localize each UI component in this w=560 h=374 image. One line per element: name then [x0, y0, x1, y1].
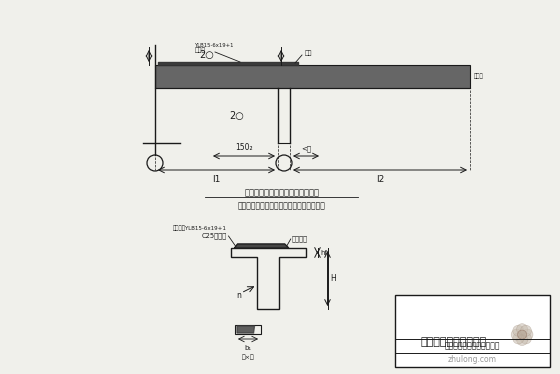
Bar — [235, 325, 261, 334]
Circle shape — [517, 330, 526, 339]
Text: C25混凝土: C25混凝土 — [202, 233, 226, 239]
Text: 2○: 2○ — [199, 50, 214, 60]
Text: H: H — [330, 274, 336, 283]
Text: n: n — [236, 291, 241, 300]
Text: 150₂: 150₂ — [235, 143, 253, 152]
Text: hf: hf — [320, 249, 328, 255]
Circle shape — [516, 334, 528, 346]
Circle shape — [513, 333, 524, 344]
Text: l2: l2 — [376, 175, 384, 184]
Text: 钢丝绳: 钢丝绳 — [195, 47, 206, 53]
Text: 锚固: 锚固 — [305, 50, 312, 56]
Text: 钢丝绳网YLB15-6x19+1: 钢丝绳网YLB15-6x19+1 — [172, 225, 226, 231]
Text: 砂浆找平: 砂浆找平 — [292, 236, 308, 242]
Text: YLB15-6x19+1: YLB15-6x19+1 — [195, 43, 235, 47]
Polygon shape — [235, 244, 289, 248]
Text: 悬挑梁负弯矩加固节点构造详图一: 悬挑梁负弯矩加固节点构造详图一 — [245, 188, 320, 197]
Polygon shape — [155, 65, 470, 88]
Text: b₁: b₁ — [244, 345, 251, 351]
Circle shape — [516, 324, 528, 335]
Circle shape — [511, 329, 522, 340]
Text: <小: <小 — [301, 145, 311, 152]
Polygon shape — [237, 326, 254, 333]
Bar — [395, 295, 550, 367]
Circle shape — [520, 325, 531, 336]
Circle shape — [513, 325, 524, 336]
Text: zhulong.com: zhulong.com — [448, 356, 497, 365]
Circle shape — [520, 333, 531, 344]
Text: l1: l1 — [212, 175, 221, 184]
Text: 2○: 2○ — [229, 111, 244, 121]
Text: 横隔板: 横隔板 — [474, 74, 484, 79]
Text: 钢丝绳网片在板衬采用搭锚与骑衬搭锚做法: 钢丝绳网片在板衬采用搭锚与骑衬搭锚做法 — [238, 202, 326, 211]
Circle shape — [522, 329, 533, 340]
Text: 宽×高: 宽×高 — [241, 354, 254, 359]
Text: 悬挑梁负弯矩加固节点图一: 悬挑梁负弯矩加固节点图一 — [445, 341, 500, 350]
Text: 梁钢丝绳网片加固做法: 梁钢丝绳网片加固做法 — [421, 337, 487, 347]
